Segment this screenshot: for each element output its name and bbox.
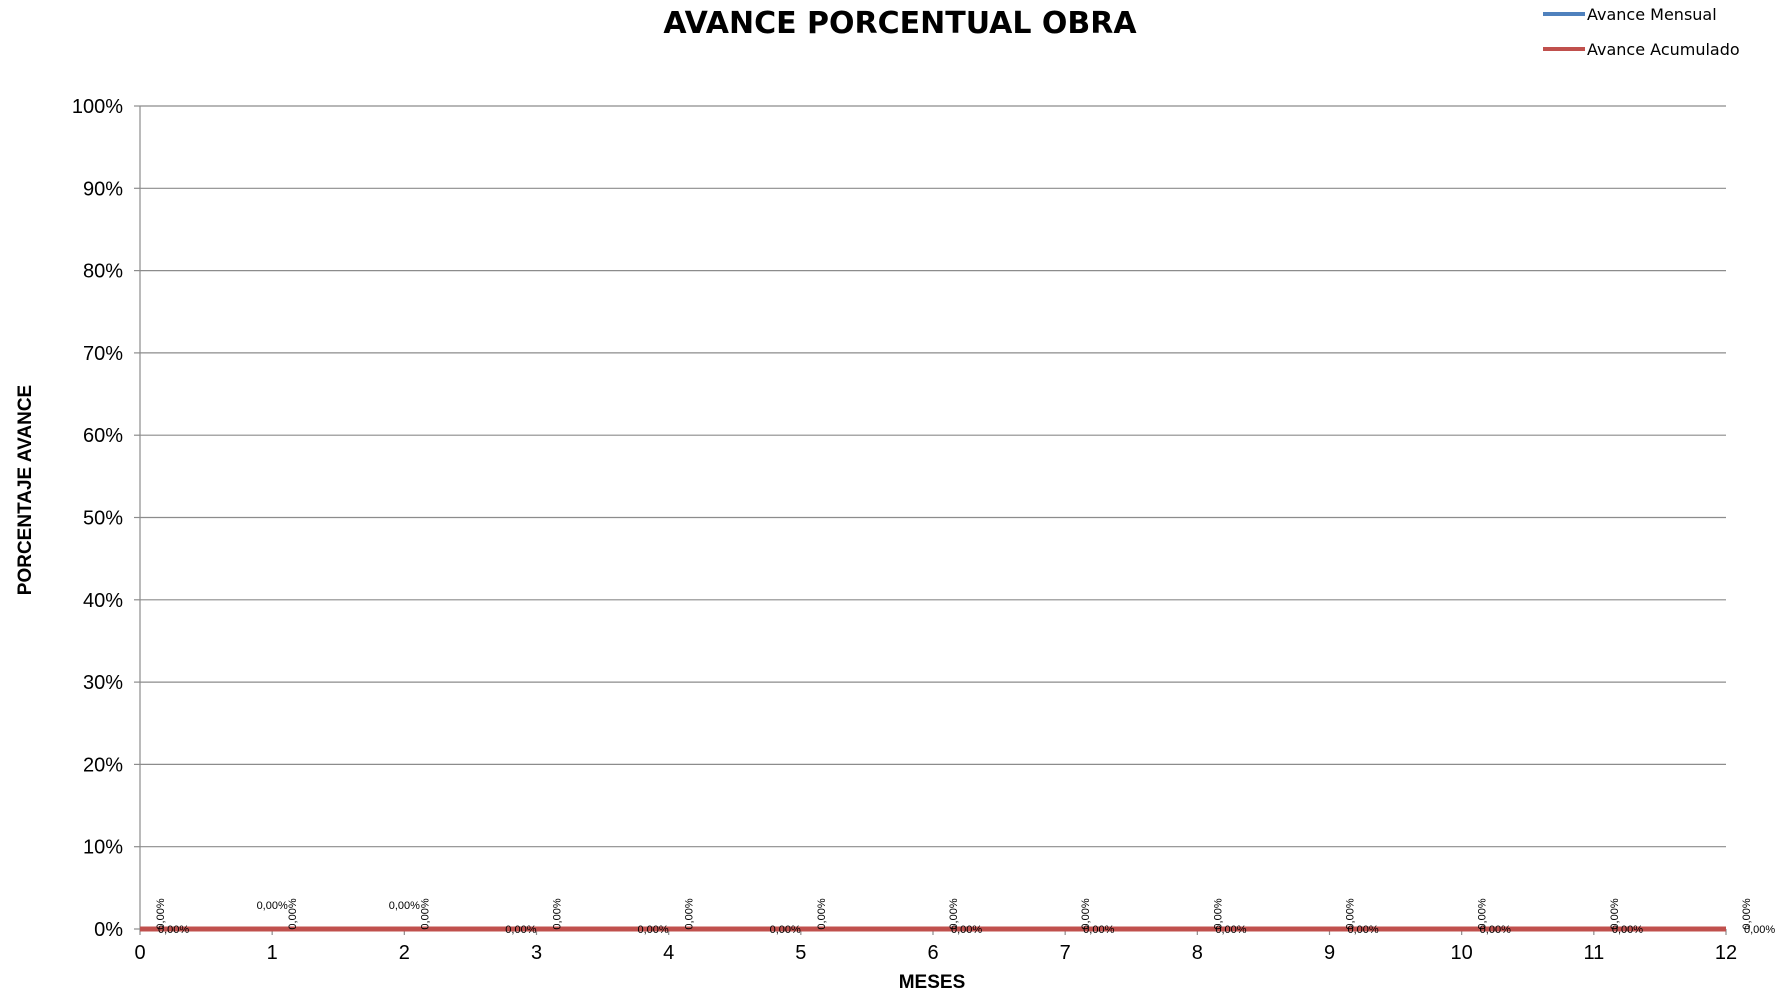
data-label-mensual: 0,00%	[816, 898, 828, 929]
x-tick-label: 9	[1324, 942, 1335, 964]
x-tick-label: 3	[531, 942, 542, 964]
data-label-acumulado: 0,00%	[1480, 924, 1511, 936]
data-label-acumulado: 0,00%	[1612, 924, 1643, 936]
data-label-acumulado: 0,00%	[1744, 924, 1775, 936]
y-tick-label: 70%	[83, 343, 123, 365]
data-label-acumulado: 0,00%	[951, 924, 982, 936]
data-label-mensual: 0,00%	[1609, 898, 1621, 929]
y-tick-label: 20%	[83, 754, 123, 776]
data-label-mensual: 0,00%	[155, 898, 167, 929]
x-tick-label: 1	[267, 942, 278, 964]
x-tick-label: 11	[1583, 942, 1604, 964]
y-tick-label: 80%	[83, 261, 123, 283]
data-label-mensual: 0,00%	[1477, 898, 1489, 929]
x-tick-label: 5	[795, 942, 806, 964]
data-label-acumulado: 0,00%	[158, 924, 189, 936]
x-tick-label: 0	[134, 942, 145, 964]
y-tick-labels: 0% 10% 20% 30% 40% 50% 60% 70% 80% 90% 100%	[72, 96, 123, 941]
legend-label: Avance Mensual	[1587, 5, 1717, 24]
x-tick-labels: 0 1 2 3 4 5 6 7 8 9 10 11 12	[134, 942, 1737, 964]
data-label-acumulado: 0,00%	[1215, 924, 1246, 936]
x-tick-label: 2	[399, 942, 410, 964]
data-label-acumulado: 0,00%	[637, 924, 668, 936]
x-tick-label: 10	[1451, 942, 1473, 964]
data-label-acumulado: 0,00%	[257, 900, 288, 912]
x-axis-title: MESES	[899, 972, 966, 993]
data-label-mensual: 0,00%	[948, 898, 960, 929]
data-label-mensual: 0,00%	[684, 898, 696, 929]
data-label-mensual: 0,00%	[287, 898, 299, 929]
gridlines	[140, 105, 1726, 848]
x-tick-label: 12	[1715, 942, 1737, 964]
legend: Avance Mensual Avance Acumulado	[1543, 5, 1740, 59]
data-label-acumulado: 0,00%	[770, 924, 801, 936]
data-label-mensual: 0,00%	[419, 898, 431, 929]
chart-title: AVANCE PORCENTUAL OBRA	[663, 6, 1137, 41]
y-tick-label: 10%	[83, 837, 123, 859]
y-tick-label: 40%	[83, 590, 123, 612]
y-tick-label: 60%	[83, 425, 123, 447]
data-label-acumulado: 0,00%	[1083, 924, 1114, 936]
y-axis-title: PORCENTAJE AVANCE	[15, 385, 36, 595]
legend-label: Avance Acumulado	[1587, 40, 1740, 59]
x-tick-label: 8	[1192, 942, 1203, 964]
y-tick-label: 50%	[83, 508, 123, 530]
y-tick-label: 100%	[72, 96, 123, 118]
data-label-mensual: 0,00%	[552, 898, 564, 929]
x-tick-label: 6	[927, 942, 938, 964]
data-label-mensual: 0,00%	[1345, 898, 1357, 929]
y-tick-label: 90%	[83, 178, 123, 200]
y-tick-label: 30%	[83, 672, 123, 694]
x-tick-label: 4	[663, 942, 674, 964]
x-tick-label: 7	[1060, 942, 1071, 964]
data-label-acumulado: 0,00%	[1348, 924, 1379, 936]
y-tick-label: 0%	[94, 919, 123, 941]
data-label-acumulado: 0,00%	[389, 900, 420, 912]
data-label-acumulado: 0,00%	[505, 924, 536, 936]
data-label-mensual: 0,00%	[1741, 898, 1753, 929]
data-labels: 0,00%0,00%0,00%0,00% 0,00%0,00% 0,00%0,00%…	[155, 898, 1775, 936]
data-label-mensual: 0,00%	[1080, 898, 1092, 929]
data-label-mensual: 0,00%	[1212, 898, 1224, 929]
axes	[134, 105, 1727, 935]
